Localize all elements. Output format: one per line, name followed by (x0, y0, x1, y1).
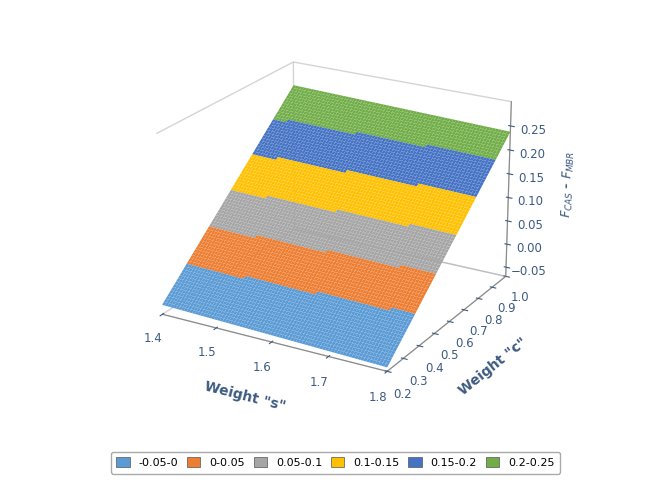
X-axis label: Weight "s": Weight "s" (203, 380, 287, 414)
Legend: -0.05-0, 0-0.05, 0.05-0.1, 0.1-0.15, 0.15-0.2, 0.2-0.25: -0.05-0, 0-0.05, 0.05-0.1, 0.1-0.15, 0.1… (111, 452, 560, 474)
Y-axis label: Weight "c": Weight "c" (457, 335, 530, 398)
